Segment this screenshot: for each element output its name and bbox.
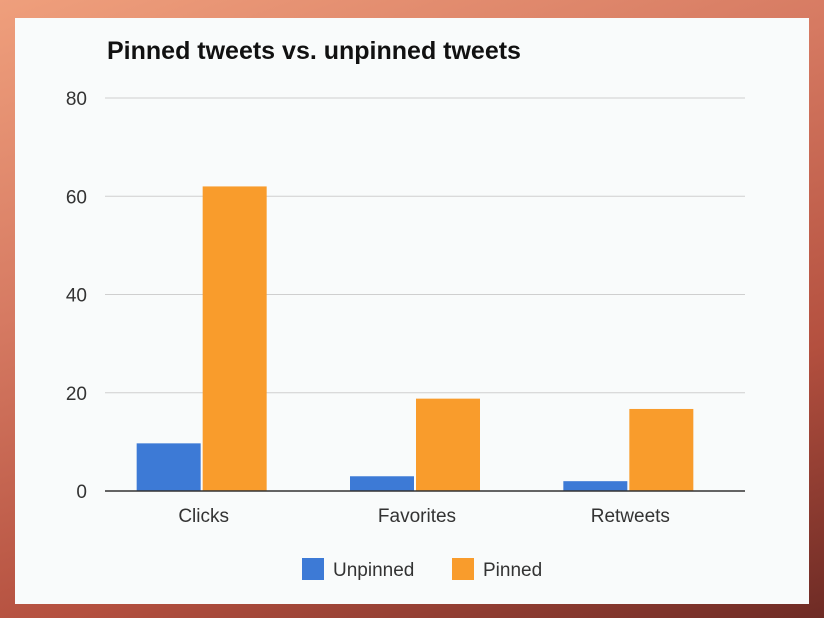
x-axis-ticks: Clicks Favorites Retweets: [178, 506, 670, 527]
bar-pinned-favorites: [416, 398, 480, 491]
chart-frame: Pinned tweets vs. unpinned tweets 0 20 40 6…: [15, 18, 809, 604]
chart-title: Pinned tweets vs. unpinned tweets: [107, 37, 521, 65]
gridlines: [105, 97, 745, 394]
legend-label-unpinned: Unpinned: [333, 560, 414, 581]
bars: [136, 186, 694, 492]
y-tick-label: 80: [66, 89, 87, 110]
legend-swatch-unpinned: [302, 558, 324, 580]
legend-label-pinned: Pinned: [483, 560, 542, 581]
bar-unpinned-clicks: [136, 443, 201, 491]
bar-pinned-retweets: [629, 408, 694, 491]
y-tick-label: 60: [66, 187, 87, 208]
x-tick-label: Retweets: [591, 506, 670, 527]
bar-pinned-clicks: [202, 186, 267, 492]
y-tick-label: 20: [66, 384, 87, 405]
bar-chart: Pinned tweets vs. unpinned tweets 0 20 40 6…: [66, 37, 745, 581]
legend-swatch-pinned: [452, 558, 474, 580]
y-tick-label: 40: [66, 286, 87, 307]
x-tick-label: Favorites: [378, 506, 456, 527]
y-axis-ticks: 0 20 40 60 80: [66, 89, 87, 503]
x-tick-label: Clicks: [178, 506, 229, 527]
legend: Unpinned Pinned: [302, 558, 542, 581]
bar-unpinned-retweets: [563, 481, 628, 491]
bar-unpinned-favorites: [350, 476, 414, 491]
y-tick-label: 0: [76, 482, 87, 503]
